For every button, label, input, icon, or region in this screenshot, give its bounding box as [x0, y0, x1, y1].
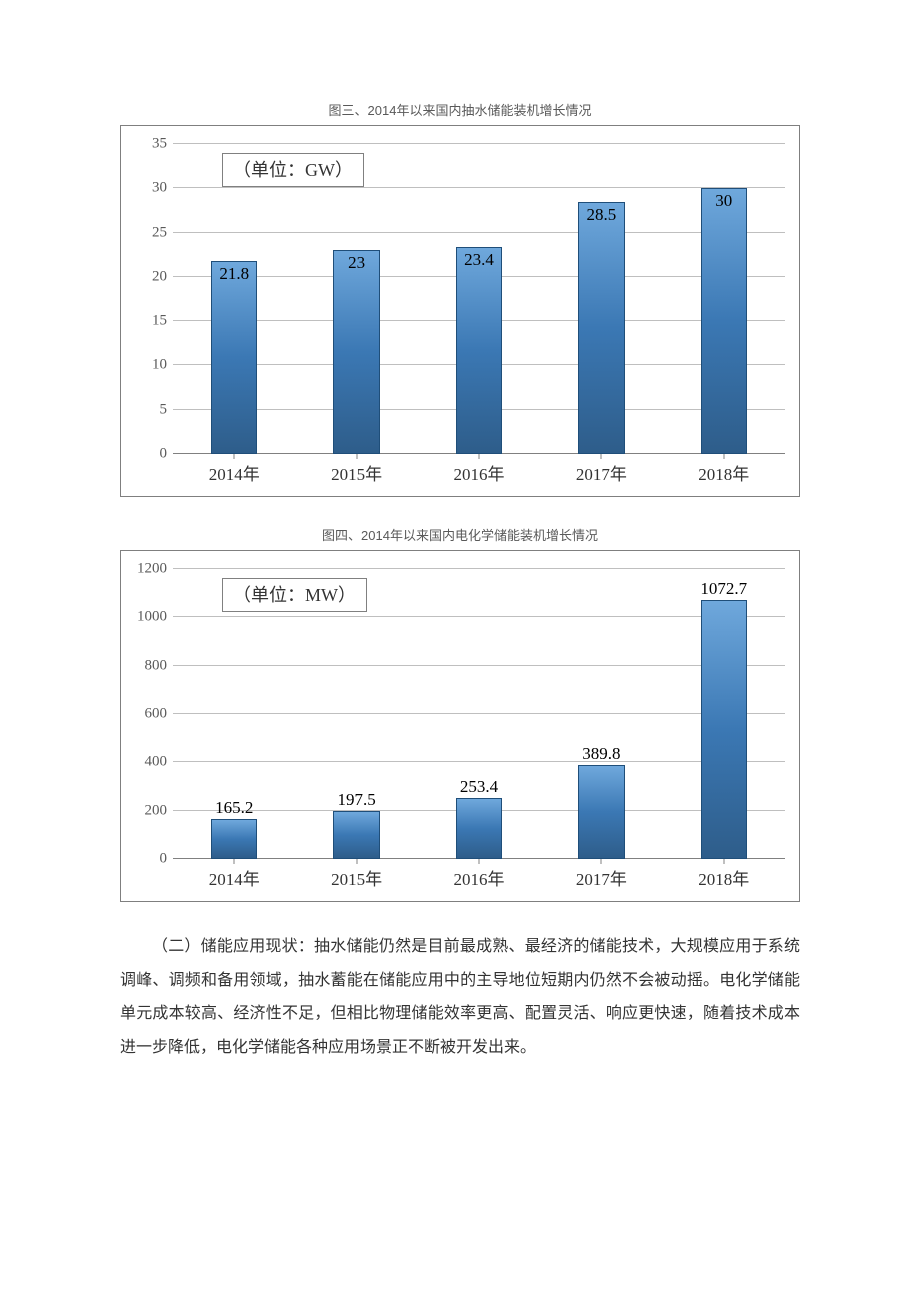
chart2-gridline: [173, 761, 785, 762]
chart1-bar: 23.4: [456, 247, 503, 454]
chart1-xtick-label: 2014年: [209, 454, 260, 485]
chart2: 020040060080010001200165.22014年197.52015…: [120, 550, 800, 902]
chart1-xtick-label: 2017年: [576, 454, 627, 485]
chart2-title: 图四、2014年以来国内电化学储能装机增长情况: [120, 525, 800, 544]
chart2-ytick-label: 1200: [137, 561, 173, 578]
chart2-value-label: 389.8: [582, 744, 620, 766]
chart1-xtick-label: 2016年: [454, 454, 505, 485]
document-page: 图三、2014年以来国内抽水储能装机增长情况 0 5 10 15 20 25 30 35 21.…: [0, 0, 920, 1124]
chart2-bar: 197.5: [333, 811, 380, 859]
chart1-ytick-label: 20: [152, 268, 173, 285]
chart2-value-label: 1072.7: [700, 579, 747, 601]
chart1-ytick-label: 15: [152, 313, 173, 330]
chart2-gridline: [173, 713, 785, 714]
chart1-bar: 28.5: [578, 202, 625, 454]
body-paragraph: （二）储能应用现状：抽水储能仍然是目前最成熟、最经济的储能技术，大规模应用于系统…: [120, 930, 800, 1064]
chart1-ytick-label: 30: [152, 180, 173, 197]
chart1-unit-label: （单位：GW）: [222, 153, 364, 187]
chart1-bar: 21.8: [211, 261, 258, 454]
chart2-xtick-label: 2015年: [331, 859, 382, 890]
chart1-bar: 30: [701, 188, 748, 454]
chart1-ytick-label: 35: [152, 136, 173, 153]
chart1-value-label: 23: [348, 253, 365, 273]
chart2-bar: 165.2: [211, 819, 258, 859]
chart2-ytick-label: 400: [145, 754, 174, 771]
chart2-bar: 1072.7: [701, 600, 748, 859]
chart1-gridline: [173, 232, 785, 233]
chart2-ytick-label: 1000: [137, 609, 173, 626]
chart1-ytick-label: 10: [152, 357, 173, 374]
chart2-xtick-label: 2018年: [698, 859, 749, 890]
chart2-value-label: 253.4: [460, 777, 498, 799]
chart1-plot-area: 0510152025303521.82014年232015年23.42016年2…: [173, 144, 785, 454]
chart2-ytick-label: 800: [145, 657, 174, 674]
chart2-bar: 253.4: [456, 798, 503, 859]
chart1-value-label: 23.4: [464, 250, 494, 270]
chart1-xtick-label: 2018年: [698, 454, 749, 485]
chart1-title: 图三、2014年以来国内抽水储能装机增长情况: [120, 100, 800, 119]
chart2-value-label: 165.2: [215, 798, 253, 820]
chart2-ytick-label: 0: [160, 851, 174, 868]
chart2-plot-area: 020040060080010001200165.22014年197.52015…: [173, 569, 785, 859]
chart2-xtick-label: 2016年: [454, 859, 505, 890]
chart2-unit-label: （单位：MW）: [222, 578, 367, 612]
chart2-gridline: [173, 665, 785, 666]
chart1-value-label: 28.5: [587, 205, 617, 225]
chart1: 0 5 10 15 20 25 30 35 21.8 2014年 23 2015年 23.4 2016年 2…: [120, 125, 800, 497]
chart2-gridline: [173, 616, 785, 617]
chart2-bar: 389.8: [578, 765, 625, 859]
chart2-xtick-label: 2014年: [209, 859, 260, 890]
chart1-value-label: 21.8: [219, 264, 249, 284]
chart1-ytick-label: 5: [160, 401, 174, 418]
chart1-xtick-label: 2015年: [331, 454, 382, 485]
chart2-xtick-label: 2017年: [576, 859, 627, 890]
chart2-ytick-label: 600: [145, 706, 174, 723]
chart1-value-label: 30: [715, 191, 732, 211]
chart1-ytick-label: 0: [160, 446, 174, 463]
chart2-gridline: [173, 568, 785, 569]
chart2-value-label: 197.5: [337, 790, 375, 812]
chart1-gridline: [173, 187, 785, 188]
chart1-bar: 23: [333, 250, 380, 454]
chart1-gridline: [173, 143, 785, 144]
chart1-ytick-label: 25: [152, 224, 173, 241]
chart2-ytick-label: 200: [145, 802, 174, 819]
